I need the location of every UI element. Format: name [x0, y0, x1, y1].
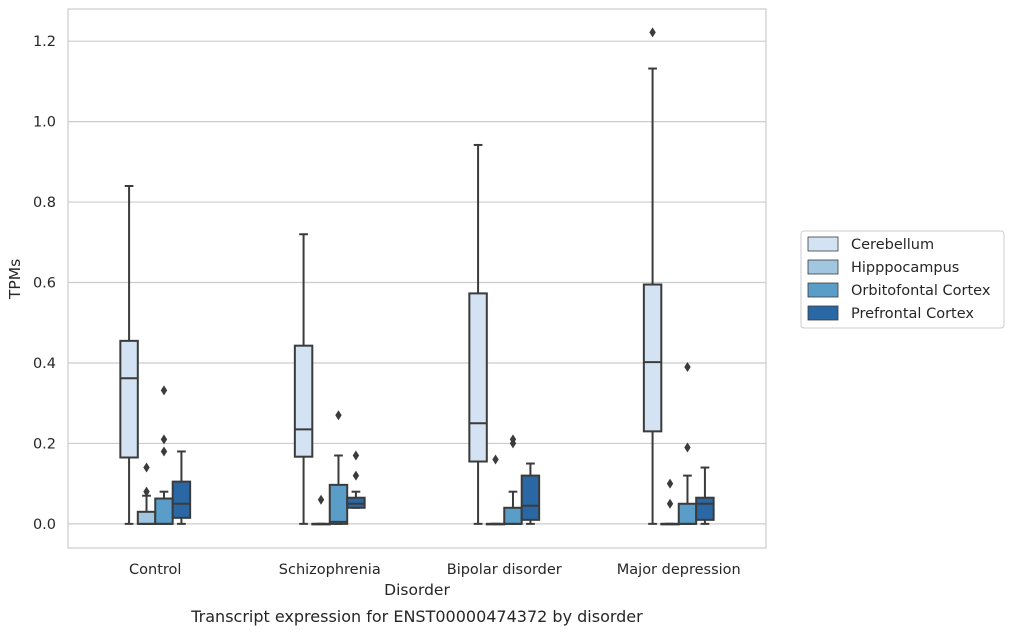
gridlines [68, 40, 766, 525]
box-iqr [328, 483, 349, 525]
outlier-point [160, 385, 168, 396]
box-2-3 [677, 361, 698, 525]
box-iqr [154, 497, 174, 525]
outlier-point [352, 470, 360, 481]
box-3-1 [346, 450, 366, 509]
outlier-point [509, 434, 517, 445]
legend-label: Hipppocampus [851, 260, 959, 276]
outlier-point [143, 462, 150, 473]
outlier-point [160, 446, 168, 457]
box-3-2 [520, 462, 541, 525]
x-tick-label: Major depression [617, 562, 741, 578]
outlier-point [160, 434, 168, 445]
outlier-point [143, 486, 150, 497]
legend-label: Cerebellum [851, 237, 934, 253]
box-0-2 [468, 143, 488, 525]
box-series [119, 27, 715, 526]
outlier-point [317, 494, 325, 505]
x-axis-ticks: Control Schizophrenia Bipolar disorder Majo… [129, 562, 741, 578]
box-2-0 [154, 385, 174, 525]
legend-label: Prefrontal Cortex [851, 306, 974, 322]
y-tick-label: 0.4 [33, 356, 56, 372]
box-iqr [119, 339, 139, 459]
box-iqr [503, 506, 523, 525]
y-tick-label: 0.2 [33, 436, 56, 452]
outlier-point [335, 410, 342, 421]
box-iqr [293, 344, 314, 458]
y-tick-label: 0.6 [33, 276, 56, 292]
box-iqr [346, 496, 366, 509]
box-0-3 [642, 27, 663, 525]
outlier-point [666, 478, 674, 489]
y-axis-ticks: 0.0 0.2 0.4 0.6 0.8 1.0 1.2 [33, 34, 56, 533]
legend-frame [800, 230, 1005, 329]
x-tick-label: Control [129, 562, 181, 578]
y-tick-label: 1.0 [33, 115, 56, 131]
box-1-0 [136, 462, 157, 525]
box-iqr [695, 496, 715, 521]
x-axis-label: Disorder [384, 581, 450, 599]
legend-swatch [807, 236, 839, 252]
box-iqr [677, 502, 698, 525]
outlier-point [352, 450, 360, 461]
outlier-point [684, 361, 691, 372]
legend-swatch [807, 282, 839, 298]
outlier-point [684, 442, 691, 453]
plot-area-frame [67, 8, 767, 549]
x-tick-label: Schizophrenia [279, 562, 381, 578]
outlier-point [649, 27, 656, 38]
box-1-3 [660, 478, 680, 526]
box-iqr [171, 480, 192, 519]
box-iqr [642, 283, 663, 433]
x-tick-label: Bipolar disorder [447, 562, 562, 578]
legend-label: Orbitofontal Cortex [851, 283, 991, 299]
outlier-point [492, 454, 499, 465]
y-tick-label: 0.0 [33, 517, 56, 533]
y-tick-label: 0.8 [33, 195, 56, 211]
outlier-point [666, 498, 674, 509]
y-tick-label: 1.2 [33, 34, 56, 50]
box-3-3 [695, 466, 715, 525]
box-iqr [468, 292, 488, 463]
box-iqr [136, 510, 157, 525]
legend-swatch [807, 305, 839, 321]
box-3-0 [171, 450, 192, 525]
y-axis-label: TPMs [6, 259, 24, 300]
legend-swatch [807, 259, 839, 275]
box-1-2 [485, 454, 506, 526]
box-iqr [520, 474, 541, 521]
box-0-1 [293, 233, 314, 525]
box-0-0 [119, 184, 139, 525]
chart-caption: Transcript expression for ENST0000047437… [190, 607, 643, 626]
box-1-1 [311, 494, 331, 526]
box-2-1 [328, 410, 349, 525]
legend: Cerebellum Hipppocampus Orbitofontal Corte… [800, 230, 1005, 329]
box-2-2 [503, 434, 523, 525]
